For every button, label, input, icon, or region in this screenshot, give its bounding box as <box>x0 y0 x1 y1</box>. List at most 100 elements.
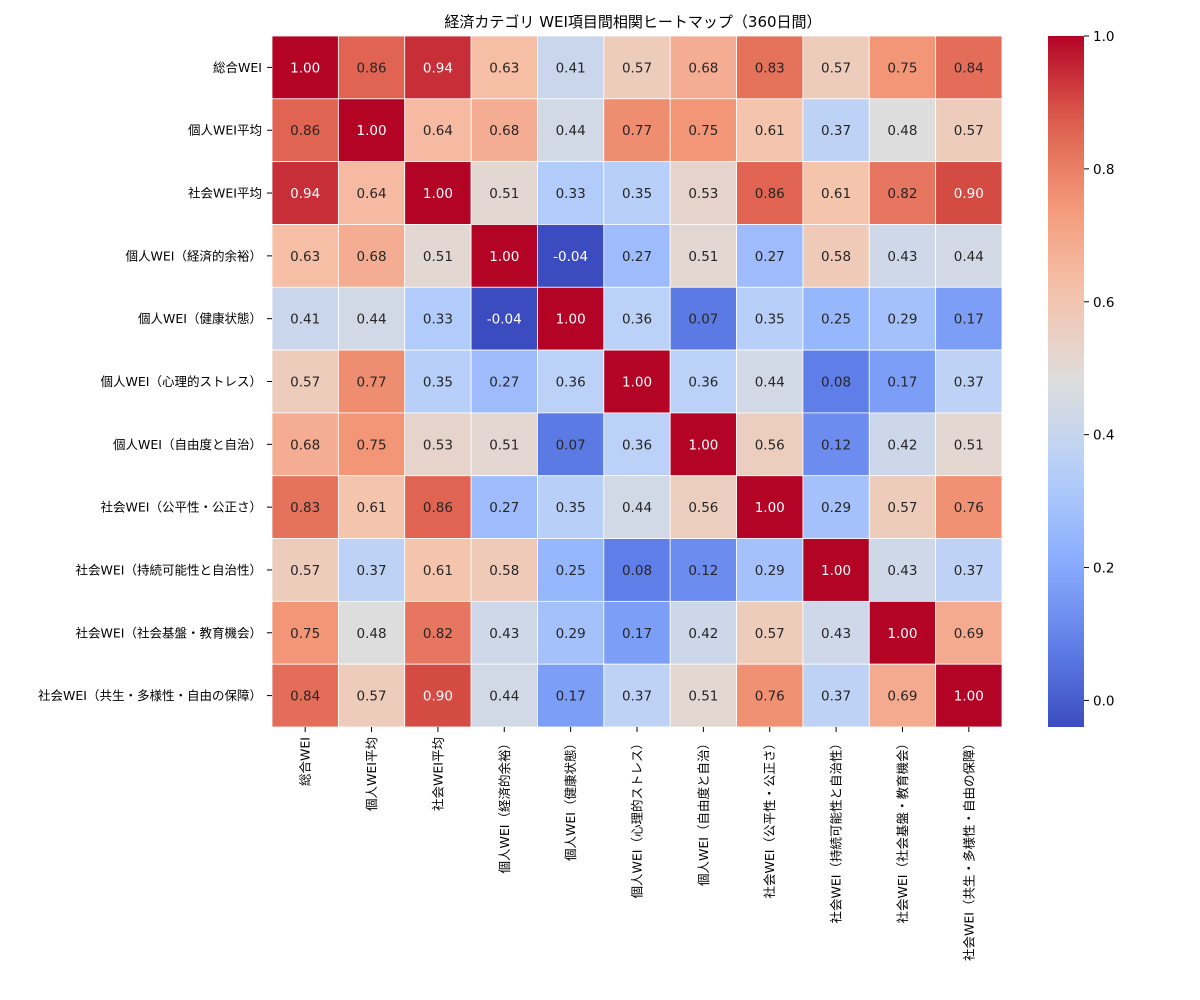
cell-value-label: 0.57 <box>954 123 984 139</box>
heatmap-cell <box>404 224 472 288</box>
cell-value-label: 0.43 <box>821 626 851 642</box>
cell-value-label: 0.90 <box>423 689 453 705</box>
colorbar: 0.0 0.2 0.4 0.6 0.8 1.0 <box>1048 29 1114 727</box>
cell-value-label: 0.36 <box>622 312 652 328</box>
cell-value-label: 0.57 <box>357 689 387 705</box>
x-tick-label: 社会WEI（持続可能性と自治性） <box>829 737 844 923</box>
heatmap-cell <box>537 600 605 665</box>
y-tick-label: 個人WEI（自由度と自治） <box>113 437 262 452</box>
heatmap-cell <box>271 286 339 351</box>
cell-value-label: 0.68 <box>688 60 718 76</box>
cell-value-label: 0.36 <box>688 375 718 391</box>
cell-value-label: 0.44 <box>954 249 984 265</box>
heatmap-cell <box>537 475 605 539</box>
cell-value-label: 0.69 <box>954 626 984 642</box>
cell-value-label: -0.04 <box>487 312 522 328</box>
cell-value-label: 0.27 <box>622 249 652 265</box>
heatmap-cell <box>669 475 737 539</box>
heatmap-cell <box>603 286 671 351</box>
x-tick-label: 個人WEI平均 <box>364 737 379 811</box>
heatmap-cell <box>470 349 538 414</box>
cell-value-label: 0.94 <box>423 60 453 76</box>
heatmap-cell <box>935 600 1003 665</box>
cell-value-label: 0.43 <box>887 563 917 579</box>
heatmap-cell <box>868 286 937 351</box>
y-tick-label: 社会WEI（社会基盤・教育機会） <box>76 625 262 640</box>
cell-value-label: 0.51 <box>489 437 519 453</box>
cell-value-label: 0.57 <box>622 60 652 76</box>
heatmap-cell <box>404 538 472 602</box>
cell-value-label: 0.44 <box>489 689 519 705</box>
heatmap-cell <box>470 35 538 100</box>
heatmap-cell <box>603 663 671 728</box>
cell-value-label: 0.56 <box>755 437 785 453</box>
heatmap-cell <box>337 475 406 539</box>
cell-value-label: 0.51 <box>423 249 453 265</box>
colorbar-tick-label: 0.8 <box>1093 162 1114 178</box>
cell-value-label: 1.00 <box>290 60 320 76</box>
heatmap-cell <box>736 98 804 163</box>
heatmap-cell <box>669 161 737 225</box>
cell-value-label: 0.51 <box>688 249 718 265</box>
heatmap-cell <box>603 98 671 163</box>
cell-value-label: 0.84 <box>954 60 984 76</box>
cell-value-label: 0.75 <box>290 626 320 642</box>
heatmap-cell <box>802 224 870 288</box>
cell-value-label: 0.35 <box>755 312 785 328</box>
cell-value-label: 0.77 <box>357 375 387 391</box>
heatmap-cell <box>337 412 406 477</box>
cell-value-label: 0.51 <box>954 437 984 453</box>
cell-value-label: 0.17 <box>887 375 917 391</box>
cell-value-label: 0.41 <box>290 312 320 328</box>
cell-value-label: 0.36 <box>622 437 652 453</box>
cell-value-label: 0.17 <box>556 689 586 705</box>
heatmap-cells: 1.00 0.86 0.94 0.63 0.41 0.57 0.68 0.83 0.57 0.75… <box>271 35 1003 728</box>
heatmap-cell <box>337 98 406 163</box>
cell-value-label: 0.94 <box>290 186 320 202</box>
cell-value-label: 0.44 <box>755 375 785 391</box>
colorbar-tick-label: 0.6 <box>1093 295 1114 311</box>
cell-value-label: 0.53 <box>688 186 718 202</box>
heatmap-cell <box>736 663 804 728</box>
y-tick-label: 個人WEI（経済的余裕） <box>126 248 262 263</box>
cell-value-label: 0.86 <box>755 186 785 202</box>
heatmap-cell <box>537 35 605 100</box>
heatmap-cell <box>868 98 937 163</box>
cell-value-label: 1.00 <box>954 689 984 705</box>
heatmap-cell <box>271 349 339 414</box>
heatmap-cell <box>470 286 538 351</box>
cell-value-label: 0.57 <box>821 60 851 76</box>
heatmap-cell <box>802 663 870 728</box>
heatmap-cell <box>868 412 937 477</box>
cell-value-label: 0.43 <box>887 249 917 265</box>
heatmap-cell <box>603 600 671 665</box>
cell-value-label: 0.82 <box>423 626 453 642</box>
cell-value-label: 0.68 <box>489 123 519 139</box>
heatmap-cell <box>935 98 1003 163</box>
cell-value-label: 0.29 <box>755 563 785 579</box>
x-tick-label: 総合WEI <box>298 737 313 786</box>
cell-value-label: 0.37 <box>821 123 851 139</box>
heatmap-cell <box>669 224 737 288</box>
heatmap-cell <box>603 224 671 288</box>
cell-value-label: 0.84 <box>290 689 320 705</box>
cell-value-label: 1.00 <box>821 563 851 579</box>
heatmap-cell <box>603 161 671 225</box>
x-tick-label: 社会WEI（共生・多様性・自由の保障） <box>961 737 976 961</box>
heatmap-cell <box>470 224 538 288</box>
heatmap-cell <box>802 161 870 225</box>
cell-value-label: 0.69 <box>887 689 917 705</box>
cell-value-label: 1.00 <box>688 437 718 453</box>
heatmap-cell <box>802 286 870 351</box>
heatmap-cell <box>271 600 339 665</box>
heatmap-cell <box>603 35 671 100</box>
cell-value-label: 0.77 <box>622 123 652 139</box>
cell-value-label: 0.57 <box>755 626 785 642</box>
y-tick-label: 社会WEI平均 <box>188 186 262 201</box>
cell-value-label: 0.33 <box>423 312 453 328</box>
heatmap-cell <box>802 600 870 665</box>
heatmap-cell <box>935 286 1003 351</box>
heatmap-cell <box>470 600 538 665</box>
